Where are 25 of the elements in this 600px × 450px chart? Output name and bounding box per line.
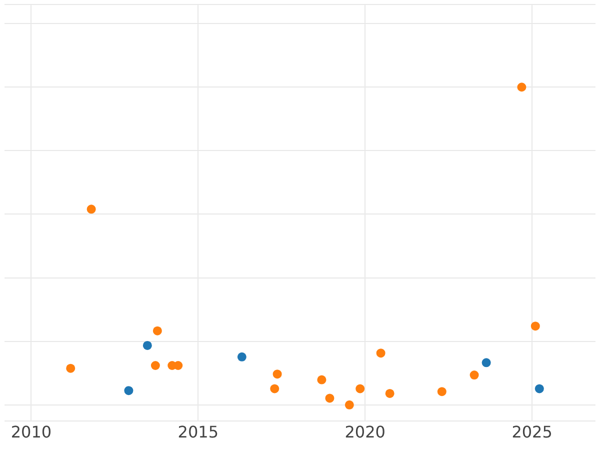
x-tick-label: 2020: [344, 422, 386, 442]
point: [356, 384, 365, 394]
point: [534, 384, 544, 394]
point: [517, 82, 526, 92]
point: [482, 358, 491, 368]
point: [385, 388, 394, 398]
point: [270, 384, 280, 394]
x-tick-label: 2010: [10, 422, 52, 442]
point: [470, 370, 479, 380]
point: [530, 322, 540, 331]
point: [272, 370, 282, 379]
point: [325, 394, 334, 403]
point: [317, 375, 326, 384]
point: [150, 361, 160, 370]
point: [152, 326, 162, 336]
point: [437, 387, 446, 396]
point: [142, 340, 152, 350]
point: [86, 204, 96, 214]
point: [376, 348, 386, 358]
point: [237, 352, 246, 362]
point: [344, 400, 354, 410]
x-tick-label: 2015: [178, 422, 219, 442]
point: [66, 364, 76, 373]
point: [124, 386, 134, 396]
x-tick-label: 2025: [512, 422, 552, 442]
